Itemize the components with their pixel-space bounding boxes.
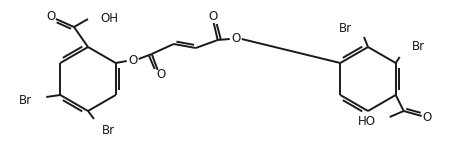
Text: OH: OH [100, 12, 118, 24]
Text: Br: Br [412, 40, 425, 54]
Text: O: O [208, 10, 218, 24]
Text: O: O [128, 54, 138, 67]
Text: O: O [156, 67, 165, 80]
Text: O: O [46, 10, 56, 24]
Text: Br: Br [102, 125, 115, 137]
Text: O: O [422, 110, 431, 124]
Text: Br: Br [339, 21, 352, 34]
Text: Br: Br [19, 94, 32, 107]
Text: O: O [231, 31, 240, 45]
Text: HO: HO [357, 115, 376, 128]
